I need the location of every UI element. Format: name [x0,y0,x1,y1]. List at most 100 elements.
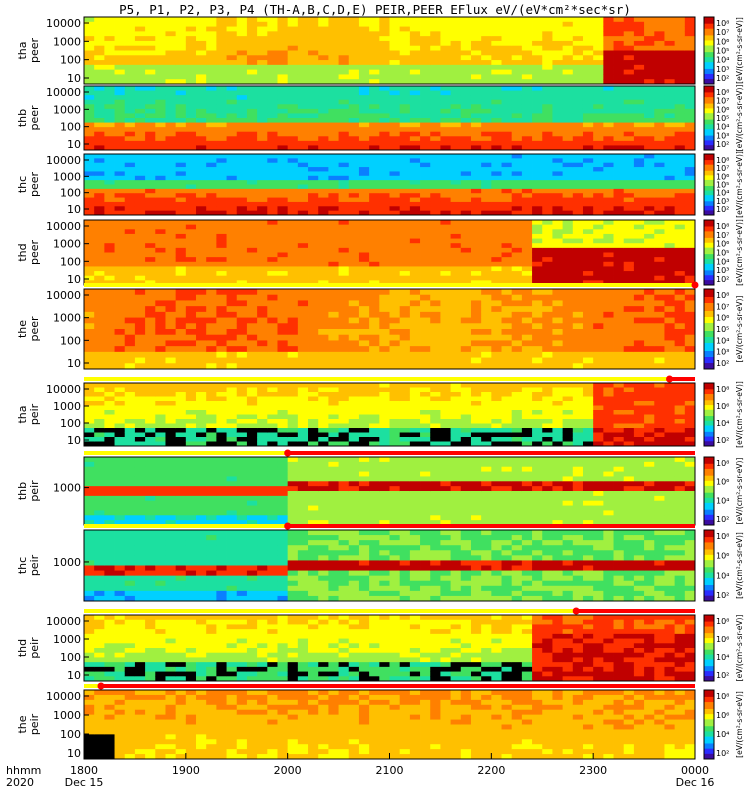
heatmap-cell [684,193,696,198]
heatmap-cell [389,193,401,198]
heatmap-cell [318,167,329,172]
heatmap-cell [460,300,472,307]
heatmap-cell [582,357,594,364]
heatmap-cell [94,158,105,164]
heatmap-cell [420,275,431,281]
heatmap-cell [145,363,156,370]
heatmap-cell [430,113,441,119]
heatmap-cell [460,69,472,75]
colorbar-step [704,40,714,43]
heatmap-cell [582,79,594,85]
heatmap-cell [84,437,95,442]
y-axis-label: peer [28,38,41,64]
heatmap-cell [216,201,227,207]
heatmap-cell [277,210,289,216]
colorbar-step [704,201,714,204]
heatmap-cell [206,55,217,61]
heatmap-cell [175,36,187,42]
heatmap-cell [430,387,441,393]
heatmap-cell [572,45,584,51]
heatmap-cell [572,64,584,71]
heatmap-cell [155,306,166,313]
heatmap-cell [369,405,380,411]
heatmap-cell [664,334,676,341]
panel-frame [83,153,696,216]
heatmap-cell [674,131,686,137]
heatmap-cell [226,396,238,402]
heatmap-cell [674,252,686,258]
heatmap-cell [674,55,686,61]
heatmap-cell [94,289,105,296]
heatmap-cell [348,104,360,110]
heatmap-cell [430,45,441,51]
heatmap-cell [613,334,625,341]
heatmap-cell [216,396,227,402]
heatmap-cell [572,158,584,164]
heatmap-cell [481,271,492,277]
heatmap-cell [185,188,197,194]
heatmap-cell [409,351,421,358]
heatmap-cell [420,271,431,277]
heatmap-cell [399,323,411,330]
heatmap-cell [308,229,319,235]
heatmap-cell [582,257,594,263]
heatmap-cell [348,311,360,318]
heatmap-cell [420,108,431,114]
heatmap-cell [379,271,390,277]
heatmap-cell [145,428,156,433]
heatmap-cell [572,210,584,216]
heatmap-cell [521,55,533,61]
heatmap-cell [470,55,482,61]
heatmap-cell [542,86,553,91]
heatmap-cell [358,437,370,442]
heatmap-cell [379,306,390,313]
heatmap-cell [491,79,502,85]
heatmap-cell [552,21,564,27]
heatmap-cell [491,275,502,281]
heatmap-cell [114,113,126,119]
heatmap-cell [399,340,411,347]
heatmap-cell [216,405,227,411]
heatmap-cell [155,136,166,142]
heatmap-cell [257,392,268,397]
heatmap-cell [389,294,401,301]
heatmap-cell [521,188,533,194]
heatmap-cell [226,317,238,324]
heatmap-cell [389,334,401,341]
heatmap-cell [155,201,166,207]
heatmap-cell [481,171,492,177]
heatmap-cell [257,140,268,146]
heatmap-cell [603,261,614,267]
heatmap-cell [379,131,390,137]
heatmap-cell [460,184,472,190]
heatmap-cell [338,171,350,177]
heatmap-cell [654,127,665,133]
heatmap-cell [308,175,319,181]
heatmap-cell [389,387,401,393]
heatmap-cell [532,275,543,281]
heatmap-cell [145,306,156,313]
heatmap-cell [562,334,574,341]
heatmap-cell [460,238,472,244]
heatmap-cell [114,162,126,168]
heatmap-cell [246,387,258,393]
heatmap-cell [430,275,441,281]
heatmap-cell [379,410,390,415]
heatmap-cell [94,257,105,263]
heatmap-cell [84,419,95,424]
heatmap-cell [155,180,166,185]
heatmap-cell [358,17,370,23]
heatmap-cell [145,280,156,286]
heatmap-cell [511,300,523,307]
heatmap-cell [308,158,319,164]
heatmap-cell [175,294,187,301]
heatmap-cell [328,17,339,23]
heatmap-cell [145,206,156,212]
heatmap-cell [450,193,462,198]
heatmap-cell [155,26,166,32]
heatmap-cell [582,118,594,123]
heatmap-cell [491,289,502,296]
heatmap-cell [358,383,370,388]
heatmap-cell [654,131,665,137]
heatmap-cell [664,346,676,353]
